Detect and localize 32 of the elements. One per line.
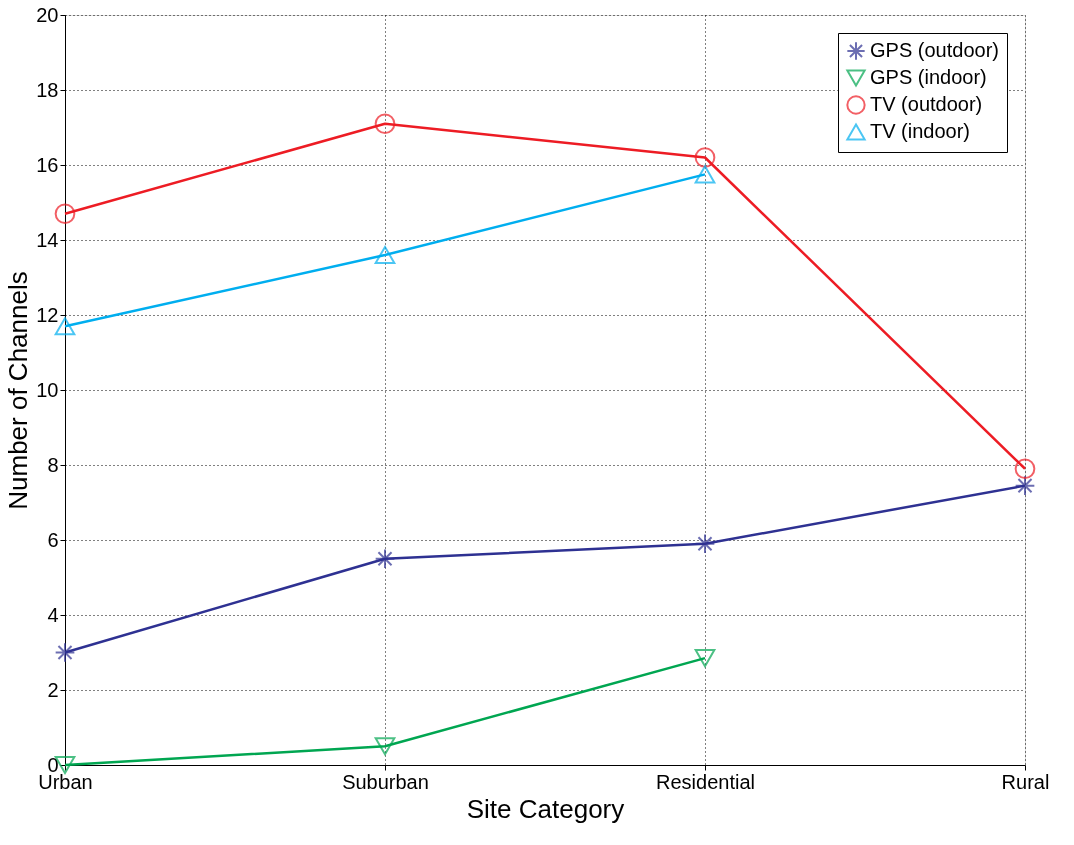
x-tick-label: Rural	[1001, 770, 1050, 793]
y-tick-label: 6	[47, 528, 59, 551]
point	[374, 113, 396, 135]
point	[694, 533, 716, 555]
point	[694, 147, 716, 168]
y-tick-label: 2	[47, 678, 59, 701]
y-tick-label: 4	[47, 603, 59, 626]
y-tick-label: 8	[47, 453, 59, 476]
legend-label: GPS (outdoor)	[870, 39, 999, 61]
point	[54, 642, 76, 663]
point	[1014, 458, 1036, 480]
x-axis-title: Site Category	[466, 793, 625, 824]
y-tick-label: 10	[36, 378, 59, 401]
point	[374, 548, 396, 570]
y-tick-label: 12	[36, 303, 59, 326]
point	[1014, 475, 1036, 496]
point	[694, 165, 716, 184]
point	[374, 245, 396, 265]
point	[374, 737, 396, 756]
y-tick-label: 16	[36, 153, 59, 176]
y-tick-label: 20	[36, 3, 59, 26]
legend-label: TV (indoor)	[870, 120, 971, 142]
y-tick-label: 18	[36, 78, 59, 101]
x-tick-label: Suburban	[342, 770, 429, 793]
x-tick-label: Residential	[656, 770, 755, 793]
legend-label: GPS (indoor)	[870, 66, 987, 88]
point	[694, 649, 716, 668]
y-tick-label: 14	[36, 228, 59, 251]
point	[54, 203, 76, 225]
legend-label: TV (outdoor)	[870, 93, 983, 115]
y-tick-label: 0	[47, 753, 59, 776]
y-axis-title: Number of Channels	[3, 271, 34, 510]
